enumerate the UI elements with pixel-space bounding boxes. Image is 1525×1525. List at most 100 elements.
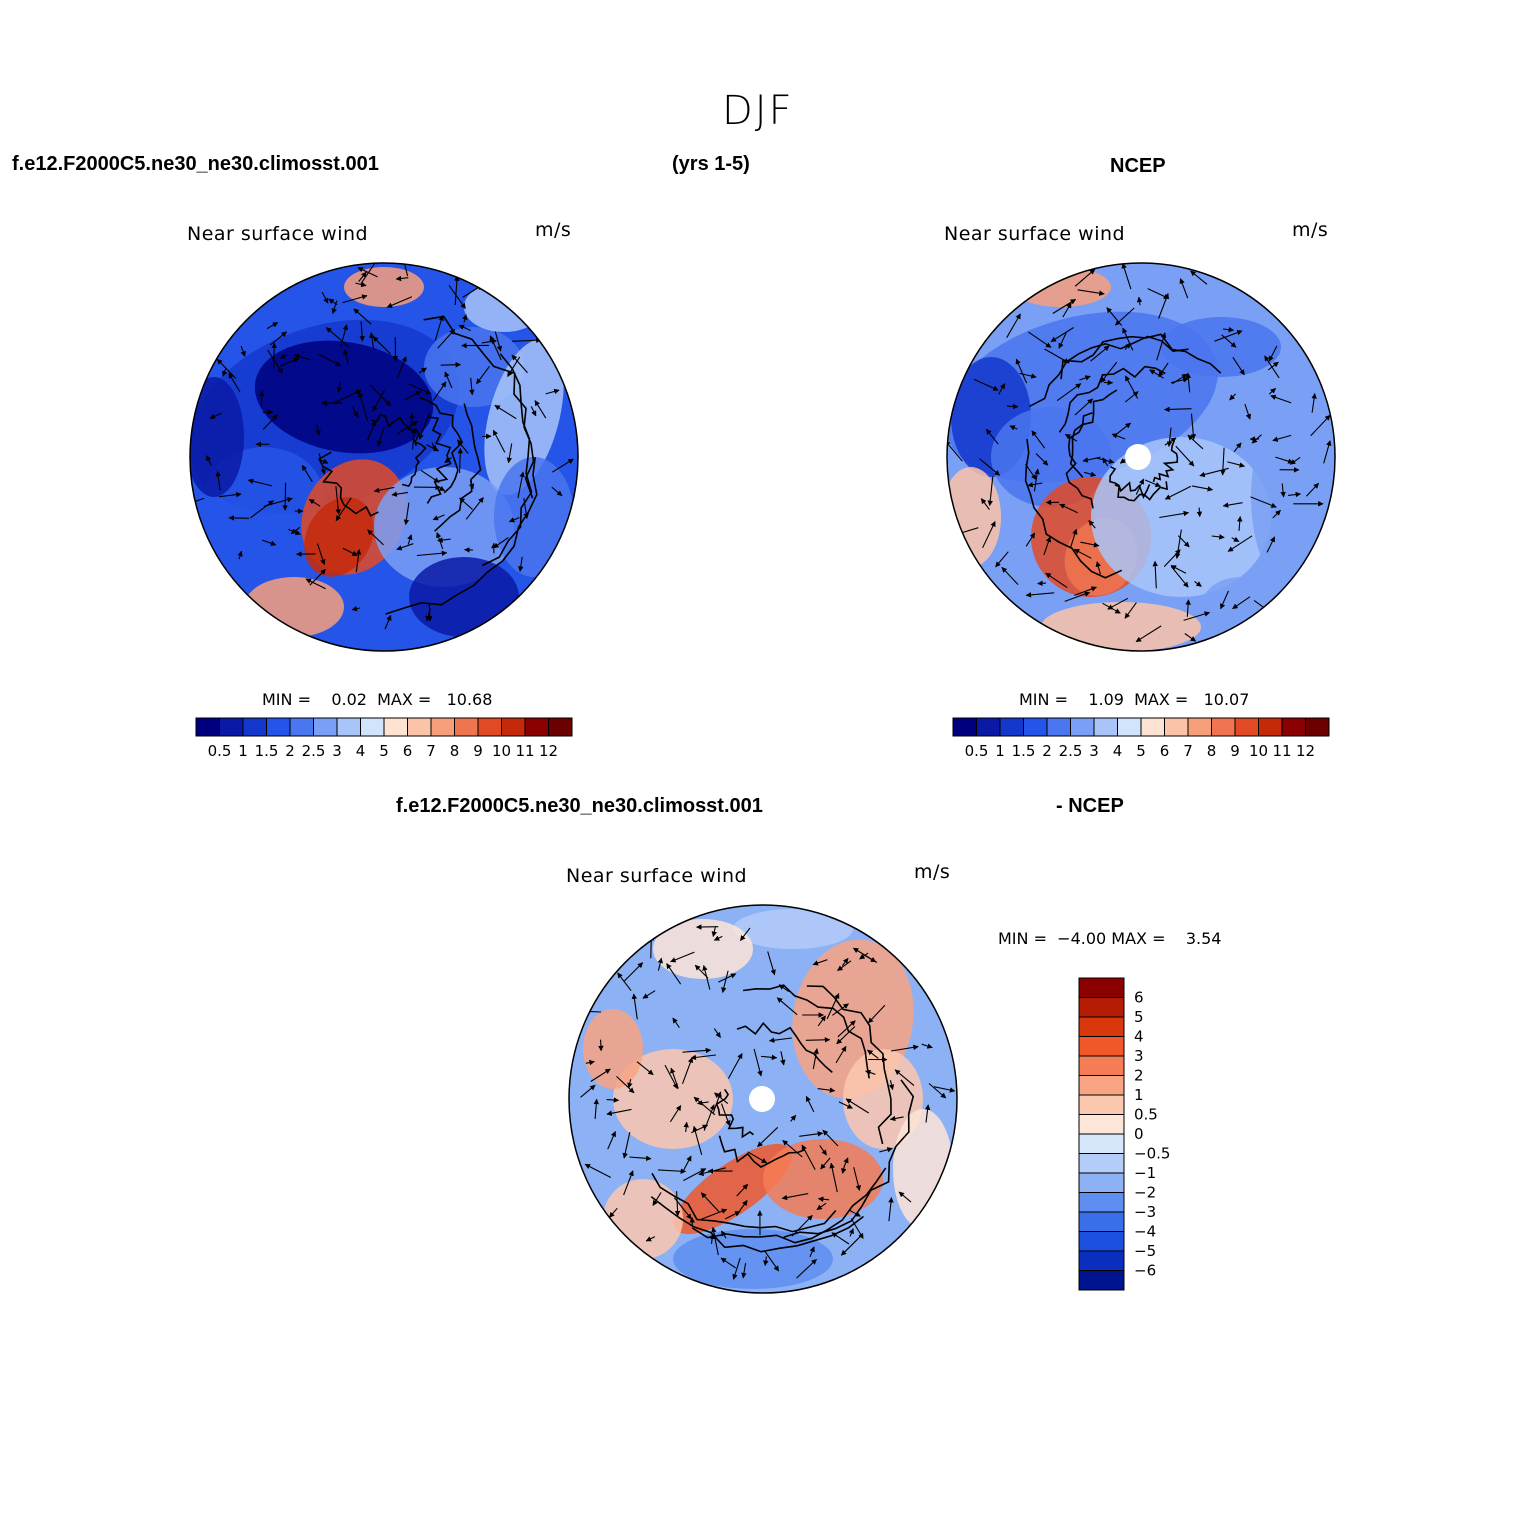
page-title: DJF	[722, 88, 794, 134]
wind-vector	[683, 1155, 692, 1171]
wind-vector	[859, 952, 869, 960]
wind-vector	[391, 491, 409, 497]
colorbar-box	[1078, 1211, 1125, 1232]
wind-vector	[817, 1087, 836, 1093]
coastline	[742, 984, 870, 1079]
colorbar-box	[1305, 717, 1330, 737]
colorbar-box	[242, 717, 267, 737]
wind-vector	[672, 1017, 680, 1029]
wind-vector	[290, 526, 301, 535]
wind-vector	[683, 1168, 707, 1182]
wind-vector	[1194, 580, 1202, 587]
wind-vector	[1035, 453, 1049, 466]
wind-vector	[403, 502, 410, 526]
coastline	[1058, 365, 1166, 433]
wind-vector	[720, 1230, 727, 1239]
colorbar-tick-label: 5	[1136, 742, 1146, 760]
wind-vector	[985, 428, 999, 445]
coastline	[1060, 333, 1222, 380]
wind-vector	[781, 1193, 809, 1201]
coastline	[650, 1196, 864, 1253]
wind-vector	[1175, 445, 1195, 467]
years-label: (yrs 1-5)	[672, 153, 750, 175]
wind-vector	[778, 984, 790, 993]
wind-vector	[696, 1100, 709, 1106]
wind-vector	[457, 447, 463, 474]
wind-vector	[1152, 560, 1158, 589]
wind-vector	[1135, 478, 1145, 495]
wind-vector	[606, 1108, 632, 1116]
wind-vector	[309, 569, 326, 586]
map-boundary	[189, 262, 579, 652]
colorbar-box	[313, 717, 338, 737]
wind-vector	[1268, 387, 1277, 395]
wind-vector	[1170, 565, 1187, 574]
coastline	[385, 457, 538, 615]
wind-vector	[1090, 345, 1110, 362]
wind-vector	[454, 275, 460, 306]
min-value: −4.00	[1057, 929, 1107, 948]
colorbar-box	[219, 717, 244, 737]
wind-vector	[386, 296, 413, 308]
wind-vector	[645, 1236, 656, 1242]
wind-vector	[1084, 471, 1097, 477]
colorbar-tick-label: 1.5	[1012, 742, 1036, 760]
colorbar-box	[1078, 1094, 1125, 1115]
max-label: MAX =	[1134, 690, 1189, 709]
colorbar-box	[1078, 1172, 1125, 1193]
wind-vector	[1069, 528, 1078, 549]
min-label: MIN =	[998, 929, 1047, 948]
wind-vector	[805, 1037, 831, 1043]
colorbar-box	[1023, 717, 1048, 737]
pole-mask	[749, 1086, 775, 1112]
wind-vector	[357, 267, 378, 278]
wind-vector	[700, 1192, 720, 1213]
polar-map-diff	[568, 904, 958, 1294]
wind-vector	[1199, 467, 1229, 478]
wind-vector	[580, 1084, 596, 1098]
coastline	[718, 1135, 806, 1168]
wind-vector	[840, 1235, 861, 1256]
colorbar-box	[1078, 1133, 1125, 1154]
colorbar-tick-label: 12	[1296, 742, 1315, 760]
wind-vector	[1174, 529, 1182, 560]
wind-vector	[629, 1155, 652, 1162]
wind-vector	[862, 953, 877, 963]
wind-vector	[1033, 468, 1040, 492]
coastline	[1069, 389, 1118, 478]
wind-vector	[427, 602, 433, 622]
wind-vector	[1088, 520, 1096, 529]
panel-diff-stats: MIN = −4.00 MAX = 3.54	[998, 929, 1221, 948]
wind-vector	[713, 935, 723, 941]
wind-vector	[459, 497, 473, 510]
wind-vector	[1233, 442, 1242, 453]
contour-region	[244, 577, 344, 637]
colorbar-box	[1078, 1153, 1125, 1174]
coastline	[715, 1088, 754, 1139]
colorbar-tick-label: 2.5	[1059, 742, 1083, 760]
wind-vector	[780, 1051, 786, 1066]
wind-vector	[683, 1121, 689, 1133]
colorbar-box	[1140, 717, 1165, 737]
contour-region	[583, 1009, 643, 1089]
wind-vector	[335, 486, 341, 515]
wind-vector	[1111, 433, 1126, 440]
wind-vector	[333, 389, 362, 404]
wind-vector	[658, 1168, 687, 1174]
wind-vector	[408, 383, 432, 395]
wind-vector	[888, 1080, 895, 1091]
wind-vector	[732, 1257, 741, 1280]
wind-vector	[1266, 536, 1276, 553]
wind-vector	[816, 1202, 827, 1211]
wind-vector	[336, 381, 342, 393]
colorbar-tick-label: 11	[1272, 742, 1291, 760]
coastline	[1152, 440, 1179, 483]
colorbar-tick-label: 7	[1183, 742, 1193, 760]
wind-vector	[1074, 586, 1097, 596]
wind-vector	[1227, 461, 1246, 468]
colorbar-tick-label: 1	[238, 742, 248, 760]
wind-vector	[673, 1197, 692, 1220]
wind-vector	[1227, 535, 1253, 552]
wind-vector	[215, 470, 221, 491]
wind-vector	[1136, 296, 1143, 306]
